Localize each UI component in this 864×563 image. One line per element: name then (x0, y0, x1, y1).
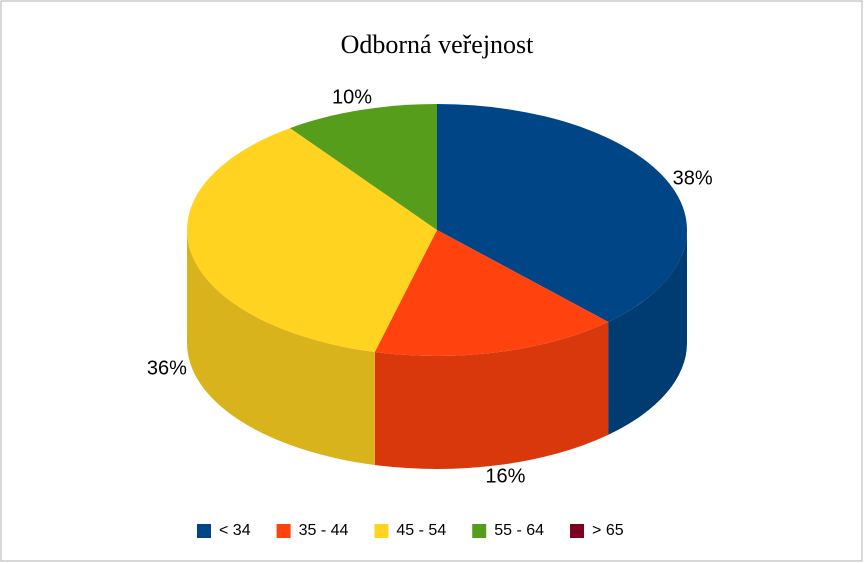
chart-title: Odborná veřejnost (341, 30, 535, 59)
slice-side (374, 321, 609, 469)
data-label: 36% (147, 357, 187, 379)
legend-swatch (197, 524, 211, 538)
slice-side (608, 230, 687, 435)
legend-label: > 65 (592, 522, 624, 539)
data-label: 38% (673, 167, 713, 189)
slice (187, 128, 437, 353)
legend-label: 45 - 54 (396, 522, 446, 539)
slice (290, 104, 437, 230)
legend-swatch (374, 524, 389, 538)
legend-label: 55 - 64 (494, 522, 544, 539)
slice (437, 104, 688, 322)
legend-swatch (472, 524, 487, 538)
data-label: 10% (332, 86, 372, 108)
legend-label: 35 - 44 (299, 522, 349, 539)
slice (374, 230, 609, 356)
legend-swatch (276, 524, 291, 538)
legend-swatch (570, 524, 585, 538)
data-label: 16% (485, 466, 525, 488)
slice-side (187, 230, 375, 466)
legend-label: < 34 (219, 522, 251, 539)
